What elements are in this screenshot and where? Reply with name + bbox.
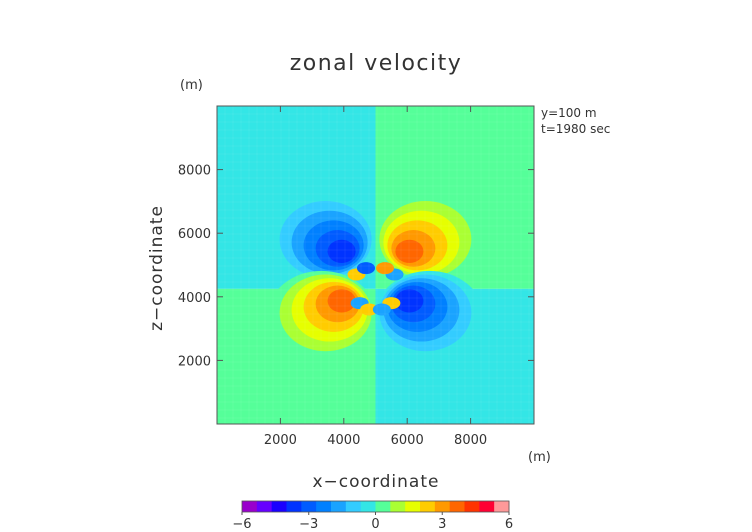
chart-title: zonal velocity bbox=[290, 51, 463, 76]
y-axis-label: z−coordinate bbox=[147, 205, 167, 331]
colorbar-swatch bbox=[286, 501, 302, 512]
axis-ticks: 2000 4000 6000 8000 2000 4000 6000 8000 bbox=[178, 106, 534, 448]
x-unit-label: (m) bbox=[528, 450, 551, 465]
center-patch-4 bbox=[356, 262, 375, 275]
velocity-lobe-lower-left-level-5 bbox=[327, 289, 356, 313]
colorbar-swatch bbox=[494, 501, 510, 512]
x-tick-label: 8000 bbox=[454, 433, 487, 448]
center-patch-5 bbox=[376, 262, 395, 275]
center-patch-7 bbox=[372, 303, 391, 316]
colorbar-swatch bbox=[464, 501, 480, 512]
info-line-y: y=100 m bbox=[541, 106, 597, 120]
x-tick-label: 4000 bbox=[327, 433, 360, 448]
y-tick-label: 4000 bbox=[178, 291, 211, 306]
colorbar-swatch bbox=[301, 501, 317, 512]
colorbar-swatch bbox=[316, 501, 332, 512]
colorbar-swatch bbox=[390, 501, 406, 512]
colorbar-swatch bbox=[375, 501, 391, 512]
velocity-lobe-upper-left-level-5 bbox=[327, 239, 356, 264]
x-tick-label: 6000 bbox=[391, 433, 424, 448]
center-patch-6 bbox=[360, 303, 379, 316]
colorbar-swatch bbox=[256, 501, 273, 512]
y-tick-label: 2000 bbox=[178, 354, 211, 369]
colorbar-swatch bbox=[434, 501, 451, 512]
colorbar-swatch bbox=[242, 501, 258, 512]
colorbar-tick-label: 6 bbox=[505, 517, 513, 532]
velocity-lobe-lower-right-level-5 bbox=[395, 289, 424, 313]
colorbar-tick-label: −6 bbox=[232, 517, 251, 532]
y-unit-label: (m) bbox=[180, 78, 203, 93]
colorbar-tick-label: 0 bbox=[371, 517, 379, 532]
x-axis-label: x−coordinate bbox=[313, 472, 440, 492]
info-line-t: t=1980 sec bbox=[541, 122, 610, 136]
colorbar-swatch bbox=[345, 501, 362, 512]
colorbar-tick-label: 3 bbox=[438, 517, 446, 532]
colorbar-swatch bbox=[405, 501, 421, 512]
x-tick-label: 2000 bbox=[264, 433, 297, 448]
velocity-lobe-upper-right-level-5 bbox=[395, 239, 424, 264]
colorbar-swatch bbox=[331, 501, 347, 512]
colorbar-swatch bbox=[271, 501, 287, 512]
y-tick-label: 6000 bbox=[178, 227, 211, 242]
colorbar-swatch bbox=[360, 501, 376, 512]
colorbar-swatch bbox=[449, 501, 465, 512]
plot-frame bbox=[216, 105, 535, 425]
colorbar-swatch bbox=[479, 501, 495, 512]
colorbar: −6 −3 0 3 6 bbox=[232, 500, 513, 532]
colorbar-tick-label: −3 bbox=[299, 517, 318, 532]
heatmap-plot-area bbox=[217, 106, 534, 424]
colorbar-swatch bbox=[420, 501, 436, 512]
y-tick-label: 8000 bbox=[178, 164, 211, 179]
